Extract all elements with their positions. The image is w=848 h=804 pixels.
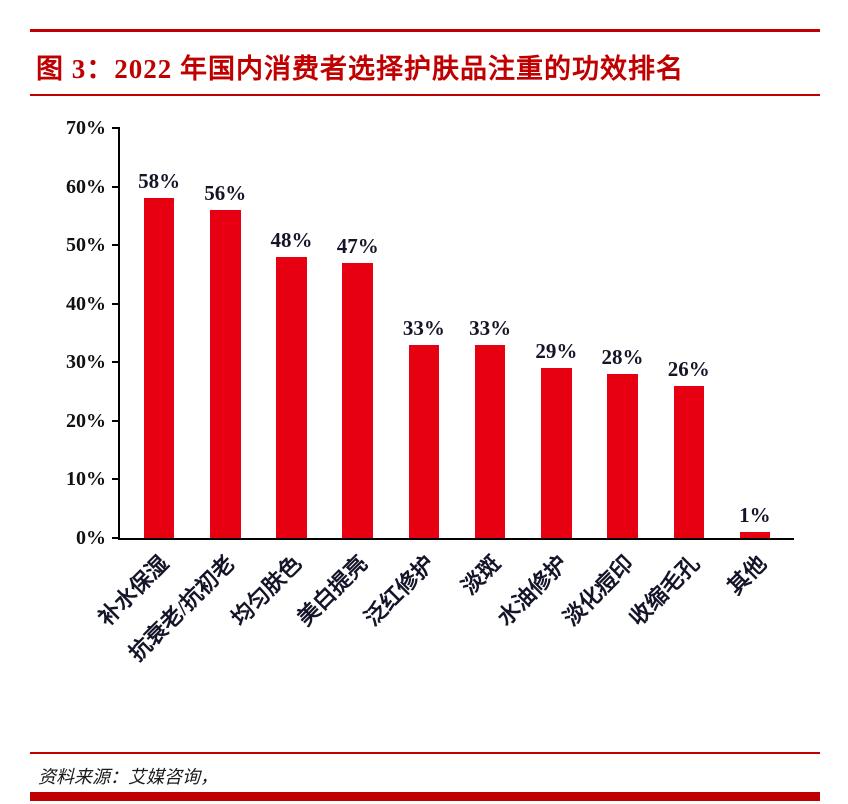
- x-label-slot: 淡化痘印: [558, 540, 655, 745]
- bar: [210, 210, 241, 538]
- y-tick-label: 20%: [66, 409, 106, 432]
- source-note: 资料来源：艾媒咨询，: [38, 767, 218, 787]
- y-tick-label: 10%: [66, 468, 106, 491]
- x-label-slot: 淡斑: [456, 540, 522, 745]
- bar-slot: 56%: [192, 128, 258, 538]
- x-label-slot: 收缩毛孔: [625, 540, 721, 745]
- bar: [739, 532, 771, 538]
- bar: [474, 344, 506, 538]
- y-tick-mark: [112, 244, 120, 247]
- footer-divider: [30, 752, 820, 754]
- x-label-slot: 水油修护: [492, 540, 588, 745]
- top-divider: [30, 29, 820, 32]
- y-tick-mark: [112, 478, 120, 481]
- bar-value-label: 26%: [667, 356, 710, 381]
- x-label-slot: 泛红修护: [359, 540, 456, 745]
- bar-value-label: 28%: [601, 345, 644, 369]
- y-tick-label: 30%: [66, 351, 106, 374]
- y-tick-mark: [112, 537, 120, 539]
- bar-value-label: 33%: [402, 315, 445, 340]
- bar-value-label: 1%: [739, 503, 771, 528]
- y-tick-label: 50%: [66, 234, 106, 257]
- bar: [408, 344, 440, 538]
- title-underline: [30, 94, 820, 96]
- y-tick-label: 40%: [66, 292, 106, 315]
- bar-slot: 26%: [656, 128, 722, 538]
- bar: [607, 374, 638, 538]
- y-tick-mark: [112, 361, 120, 364]
- bar: [342, 262, 373, 538]
- bar-value-label: 33%: [469, 315, 512, 340]
- x-category-label: 其他: [722, 550, 772, 600]
- y-tick-mark: [112, 419, 120, 422]
- y-tick-label: 70%: [66, 117, 106, 139]
- x-axis-labels: 补水保湿 抗衰老/抗初老 均匀肤色 美白提亮 泛红修护 淡斑 水油修护 淡化痘印 收缩毛孔 其他: [94, 540, 794, 745]
- y-tick-mark: [112, 127, 120, 129]
- bar-value-label: 58%: [138, 169, 181, 194]
- y-tick-label: 60%: [66, 175, 106, 198]
- bar: [276, 256, 307, 538]
- x-label-slot: 美白提亮: [293, 540, 389, 745]
- bar-slot: 58%: [126, 128, 192, 538]
- bar-slot: 33%: [457, 128, 523, 538]
- bar-slot: 29%: [523, 128, 589, 538]
- bottom-bar: [30, 792, 820, 801]
- bar-chart: 58% 56% 48% 47% 33% 33% 29% 28% 26% 1% 0% 10% 20% 30…: [40, 118, 808, 745]
- bar-value-label: 48%: [270, 227, 313, 252]
- bars-container: 58% 56% 48% 47% 33% 33% 29% 28% 26% 1%: [120, 128, 794, 538]
- bar: [673, 385, 704, 538]
- x-label-slot: 其他: [722, 540, 788, 745]
- bar-slot: 28%: [589, 128, 655, 538]
- bar-value-label: 56%: [204, 181, 247, 205]
- bar: [143, 198, 175, 538]
- bar-slot: 47%: [325, 128, 391, 538]
- x-category-label: 淡斑: [456, 550, 506, 600]
- plot-area: 58% 56% 48% 47% 33% 33% 29% 28% 26% 1% 0% 10% 20% 30…: [66, 118, 794, 548]
- bar-slot: 1%: [722, 128, 788, 538]
- bar-slot: 33%: [391, 128, 457, 538]
- figure-title: 图 3：2022 年国内消费者选择护肤品注重的功效排名: [36, 54, 684, 84]
- y-tick-mark: [112, 185, 120, 188]
- y-tick-label: 0%: [76, 527, 106, 549]
- bar-value-label: 47%: [336, 233, 379, 258]
- y-tick-mark: [112, 302, 120, 305]
- x-label-slot: 抗衰老/抗初老: [125, 540, 256, 745]
- bar-slot: 48%: [258, 128, 324, 538]
- x-label-slot: 均匀肤色: [226, 540, 323, 745]
- bar-value-label: 29%: [535, 339, 578, 364]
- bar: [541, 368, 572, 538]
